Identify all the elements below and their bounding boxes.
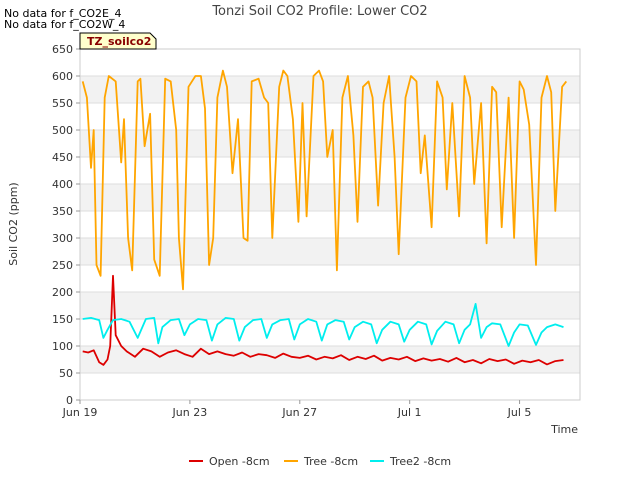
y-tick-label: 450 [52, 151, 73, 164]
no-data-note-2: No data for f_CO2W_4 [4, 18, 126, 31]
x-tick-label: Jun 23 [172, 406, 208, 419]
plot-frame [79, 48, 581, 401]
chart-title: Tonzi Soil CO2 Profile: Lower CO2 [211, 4, 427, 19]
y-axis-label: Soil CO2 (ppm) [7, 182, 20, 265]
x-axis-ticks: Jun 19 Jun 23 Jun 27 Jul 1 Jul 5 [62, 400, 532, 419]
legend-label-tree2: Tree2 -8cm [389, 455, 451, 468]
series-line-1 [82, 274, 564, 366]
site-tag-shape [79, 32, 157, 50]
legend: Open -8cm Tree -8cm Tree2 -8cm [189, 455, 451, 468]
x-tick-label: Jun 19 [62, 406, 98, 419]
y-axis-ticks: 0 50 100 150 200 250 300 350 400 450 500 550 600 650 [52, 43, 80, 407]
grid-band [80, 76, 580, 103]
grid-band [80, 184, 580, 211]
y-tick-label: 200 [52, 286, 73, 299]
series-lines [81, 69, 568, 366]
x-tick-label: Jul 5 [507, 406, 532, 419]
y-tick-label: 650 [52, 43, 73, 56]
grid-band [80, 292, 580, 319]
legend-label-open: Open -8cm [209, 455, 270, 468]
y-tick-label: 550 [52, 97, 73, 110]
x-tick-label: Jun 27 [281, 406, 317, 419]
grid-band [80, 238, 580, 265]
no-data-note-1: No data for f_CO2E_4 [4, 7, 122, 20]
x-axis-label: Time [550, 423, 578, 436]
y-tick-label: 500 [52, 124, 73, 137]
y-tick-label: 0 [66, 394, 73, 407]
series-line-2 [81, 69, 568, 291]
grid-band [80, 346, 580, 373]
legend-label-tree: Tree -8cm [303, 455, 358, 468]
site-tag-box: TZ_soilco2 [79, 32, 157, 50]
y-tick-label: 350 [52, 205, 73, 218]
background-bands [80, 76, 580, 373]
x-tick-label: Jul 1 [397, 406, 422, 419]
y-tick-label: 250 [52, 259, 73, 272]
series-line-3 [82, 302, 564, 347]
y-tick-label: 150 [52, 313, 73, 326]
y-tick-label: 600 [52, 70, 73, 83]
y-tick-label: 400 [52, 178, 73, 191]
y-tick-label: 100 [52, 340, 73, 353]
y-tick-label: 50 [59, 367, 73, 380]
y-tick-label: 300 [52, 232, 73, 245]
site-tag-label: TZ_soilco2 [87, 35, 151, 48]
